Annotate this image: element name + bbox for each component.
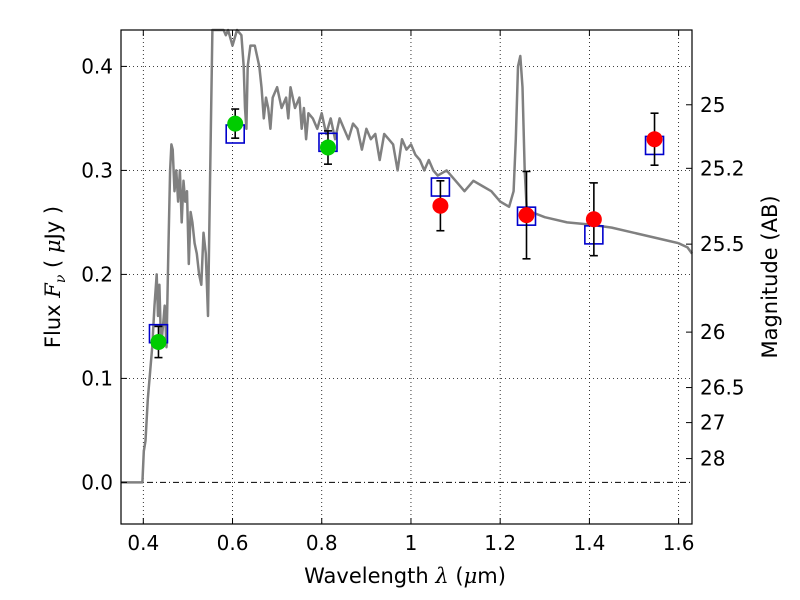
right-tick-label-6: 28 — [700, 447, 725, 471]
y-tick-label-0: 0.0 — [81, 470, 113, 494]
y-tick-label-3: 0.3 — [81, 158, 113, 182]
x-axis-ticks: 0.4 0.6 0.8 1 1.2 1.4 1.6 — [127, 30, 695, 555]
y-tick-label-2: 0.2 — [81, 262, 113, 286]
observed-point-0 — [150, 334, 167, 350]
x-tick-label-5: 1.4 — [573, 531, 605, 555]
x-tick-label-6: 1.6 — [663, 531, 695, 555]
x-tick-label-4: 1.2 — [484, 531, 516, 555]
right-tick-label-2: 25.5 — [700, 232, 745, 256]
y-tick-label-1: 0.1 — [81, 366, 113, 390]
right-tick-label-4: 26.5 — [700, 376, 745, 400]
observed-point-4 — [518, 207, 535, 224]
y-tick-label-4: 0.4 — [81, 54, 113, 78]
x-tick-label-2: 0.8 — [306, 531, 338, 555]
right-tick-label-0: 25 — [700, 93, 725, 117]
right-axis-label: Magnitude (AB) — [758, 195, 782, 358]
right-axis-ticks: 25 25.2 25.5 26 26.5 27 28 — [686, 93, 745, 471]
y-axis-ticks: 0.0 0.1 0.2 0.3 0.4 — [81, 54, 127, 494]
right-tick-label-1: 25.2 — [700, 156, 745, 180]
plot-frame — [120, 29, 693, 525]
right-tick-label-3: 26 — [700, 320, 725, 344]
y-axis-label: Flux Fν ( μJy ) — [41, 206, 69, 348]
observed-point-2 — [319, 139, 336, 156]
model-spectrum-line — [121, 28, 694, 484]
right-tick-label-5: 27 — [700, 411, 725, 435]
model-flux-boxes — [148, 124, 665, 344]
x-axis-label: Wavelength λ (μm) — [304, 564, 506, 588]
error-bars — [154, 108, 659, 359]
observed-point-3 — [432, 197, 449, 214]
observed-points — [150, 115, 663, 350]
observed-point-5 — [585, 211, 602, 228]
x-tick-label-1: 0.6 — [217, 531, 249, 555]
observed-point-6 — [646, 131, 663, 148]
x-tick-label-3: 1 — [405, 531, 418, 555]
observed-point-1 — [227, 115, 244, 132]
x-tick-label-0: 0.4 — [127, 531, 159, 555]
